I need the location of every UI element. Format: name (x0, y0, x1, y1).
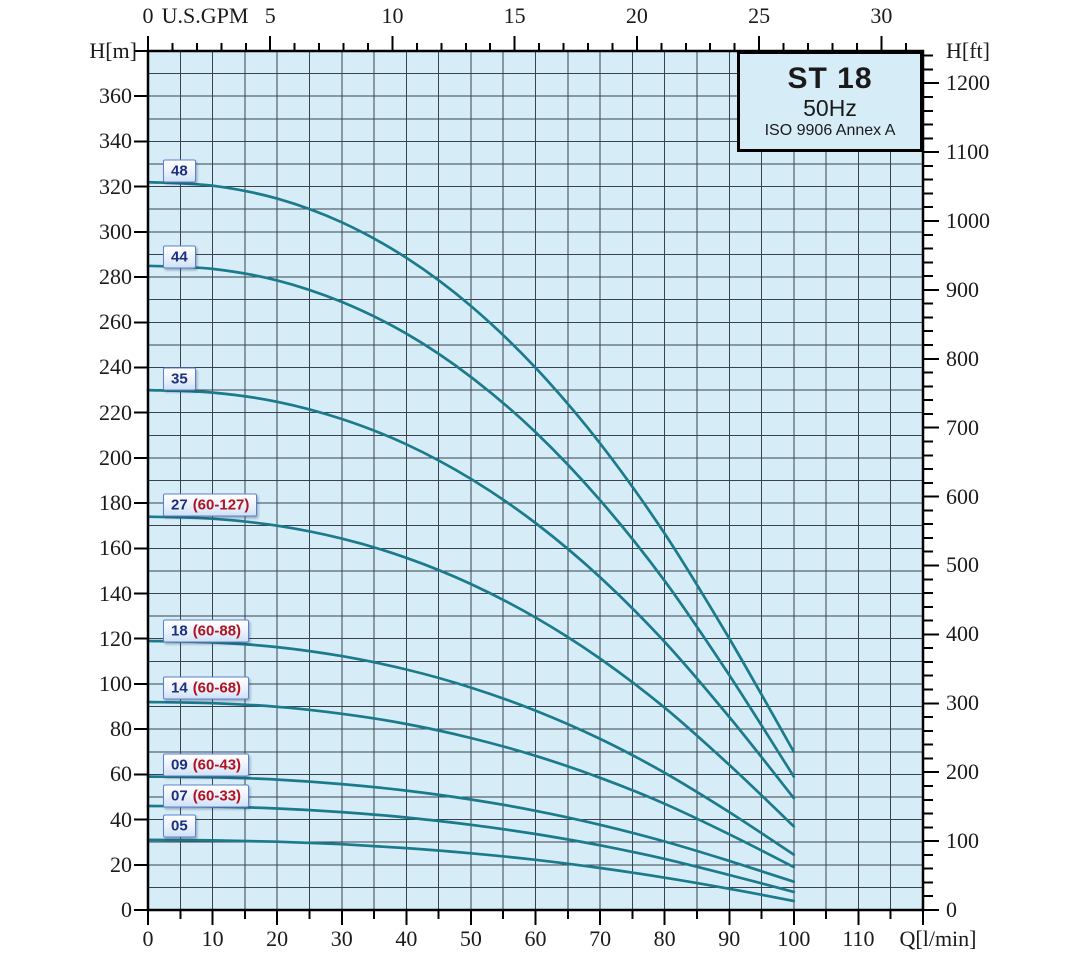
curve-27 (146, 515, 796, 828)
tick-label: 200 (99, 444, 132, 470)
curve-stage-number: 09 (171, 756, 188, 774)
tick-label: 5 (264, 3, 276, 28)
curve-label-48: 48 (163, 159, 196, 183)
tick-label: 20 (266, 926, 289, 951)
curve-label-44: 44 (163, 245, 196, 269)
tick-label: 220 (99, 399, 132, 425)
curve-label-27: 27 (60-127) (163, 493, 258, 517)
curve-label-05: 05 (163, 814, 196, 838)
curve-stage-number: 18 (171, 622, 188, 640)
tick-label: 70 (589, 926, 612, 951)
curve-07 (146, 804, 796, 894)
tick-label: 20 (625, 3, 648, 28)
tick-label: 30 (870, 3, 893, 28)
tick-label: 100 (946, 828, 979, 854)
tick-label: 200 (946, 759, 979, 785)
curve-stage-number: 07 (171, 787, 188, 805)
tick-label: 280 (99, 264, 132, 290)
tick-label: 80 (110, 716, 132, 742)
curve-stage-number: 48 (171, 162, 188, 180)
tick-label: 1100 (946, 139, 990, 165)
curve-09 (146, 775, 796, 884)
tick-label: 900 (946, 276, 979, 302)
tick-label: 90 (718, 926, 741, 951)
right-axis-title: H[ft] (946, 38, 990, 63)
curve-stage-number: 27 (171, 496, 188, 514)
tick-label: 0 (946, 897, 957, 922)
curve-35 (146, 388, 796, 800)
tick-label: 120 (99, 625, 132, 651)
title-box: ST 18 50Hz ISO 9906 Annex A (737, 51, 923, 152)
tick-label: 80 (653, 926, 676, 951)
plot-border (146, 49, 925, 912)
curve-range: (60-88) (192, 622, 242, 640)
curve-44 (146, 264, 796, 778)
curve-range: (60-43) (192, 756, 242, 774)
curve-stage-number: 44 (171, 248, 188, 266)
left-axis-title: H[m] (89, 38, 137, 63)
tick-label: 10 (201, 926, 224, 951)
tick-label: 260 (99, 309, 132, 335)
tick-label: 240 (99, 354, 132, 380)
tick-label: 20 (110, 851, 132, 877)
tick-label: 300 (946, 690, 979, 716)
curve-14 (146, 700, 796, 869)
tick-label: 140 (99, 580, 132, 606)
tick-label: 25 (748, 3, 771, 28)
tick-label: 30 (330, 926, 353, 951)
curve-label-14: 14 (60-68) (163, 676, 250, 700)
tick-label: 60 (524, 926, 547, 951)
tick-label: 180 (99, 490, 132, 516)
test-standard: ISO 9906 Annex A (764, 121, 896, 139)
tick-label: 1200 (946, 70, 990, 96)
pump-frequency: 50Hz (803, 94, 857, 121)
tick-label: 15 (503, 3, 526, 28)
tick-label: 60 (110, 761, 132, 787)
curve-label-07: 07 (60-33) (163, 784, 250, 808)
curve-range: (60-127) (192, 496, 250, 514)
curve-stage-number: 35 (171, 370, 188, 388)
tick-label: 1000 (946, 207, 990, 233)
tick-label: 360 (99, 83, 132, 109)
curve-05 (146, 838, 796, 903)
tick-label: 800 (946, 345, 979, 371)
tick-label: 700 (946, 414, 979, 440)
tick-label: 100 (777, 926, 811, 951)
curve-48 (146, 180, 796, 754)
tick-label: 160 (99, 535, 132, 561)
curve-label-35: 35 (163, 367, 196, 391)
pump-model: ST 18 (787, 61, 873, 95)
curve-stage-number: 05 (171, 817, 188, 835)
curve-range: (60-33) (192, 787, 242, 805)
tick-label: 300 (99, 218, 132, 244)
tick-label: 100 (99, 670, 132, 696)
tick-label: 50 (459, 926, 482, 951)
curve-range: (60-68) (192, 679, 242, 697)
curve-label-18: 18 (60-88) (163, 619, 250, 643)
top-axis-title: U.S.GPM (161, 3, 249, 28)
curve-label-09: 09 (60-43) (163, 753, 250, 777)
curve-18 (146, 639, 796, 856)
tick-label: 400 (946, 621, 979, 647)
tick-label: 320 (99, 173, 132, 199)
tick-label: 600 (946, 483, 979, 509)
tick-label: 500 (946, 552, 979, 578)
tick-label: 110 (842, 926, 875, 951)
tick-label: 340 (99, 128, 132, 154)
tick-label: 0 (142, 3, 154, 28)
tick-label: 40 (395, 926, 418, 951)
bottom-axis-title: Q[l/min] (899, 926, 977, 951)
tick-label: 10 (381, 3, 404, 28)
tick-label: 40 (110, 806, 132, 832)
curve-stage-number: 14 (171, 679, 188, 697)
tick-label: 0 (121, 897, 132, 922)
tick-label: 0 (142, 926, 154, 951)
